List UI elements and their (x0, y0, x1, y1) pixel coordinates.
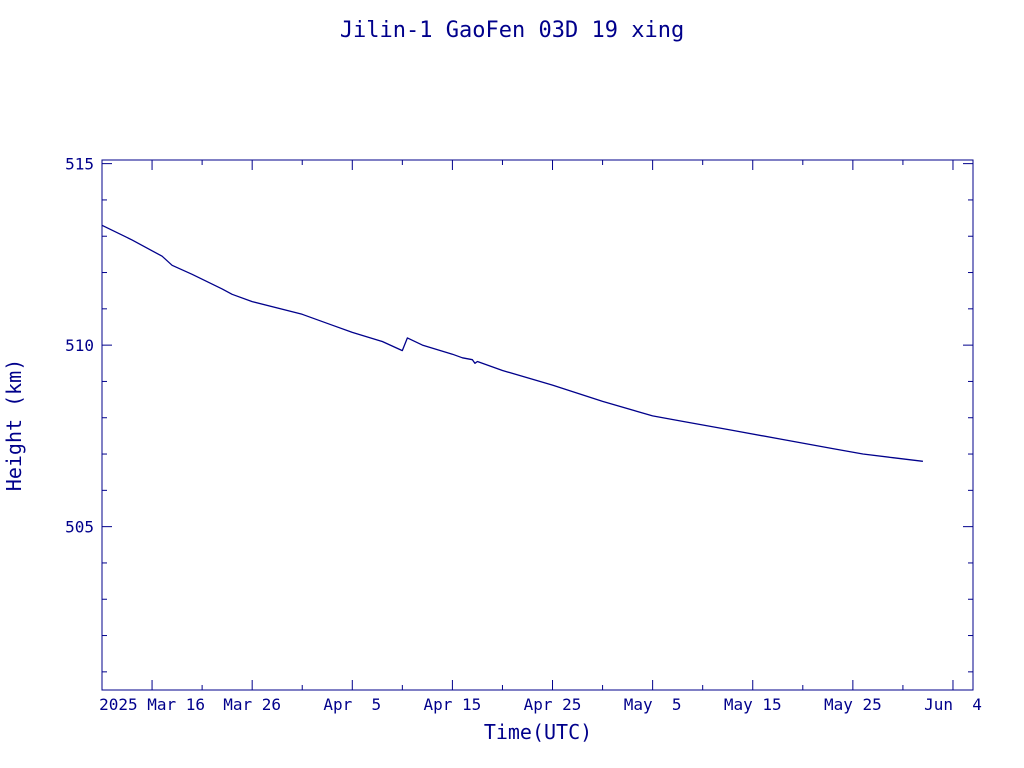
x-tick-label: May 25 (824, 695, 882, 714)
x-axis-label: Time(UTC) (484, 720, 592, 744)
y-tick-label: 515 (65, 155, 94, 174)
x-tick-label: Apr 5 (323, 695, 381, 714)
x-tick-label: 2025 Mar 16 (99, 695, 205, 714)
series-line (101, 224, 923, 462)
series-layer (101, 224, 923, 462)
chart-title: Jilin-1 GaoFen 03D 19 xing (340, 18, 684, 43)
y-axis-ticks: 515 510 505 (65, 155, 973, 673)
x-tick-label: Mar 26 (223, 695, 281, 714)
x-tick-label: Apr 15 (424, 695, 482, 714)
y-tick-label: 510 (65, 336, 94, 355)
x-tick-label: Jun 4 (924, 695, 982, 714)
y-axis-label: Height (km) (2, 359, 26, 491)
x-tick-label: May 5 (624, 695, 682, 714)
plot-frame (101, 159, 974, 691)
y-tick-label: 505 (65, 518, 94, 537)
x-axis-ticks: 2025 Mar 16 Mar 26 Apr 5 Apr 15 Apr 25 May 5 M… (99, 160, 982, 714)
x-tick-label: May 15 (724, 695, 782, 714)
x-tick-label: Apr 25 (524, 695, 582, 714)
